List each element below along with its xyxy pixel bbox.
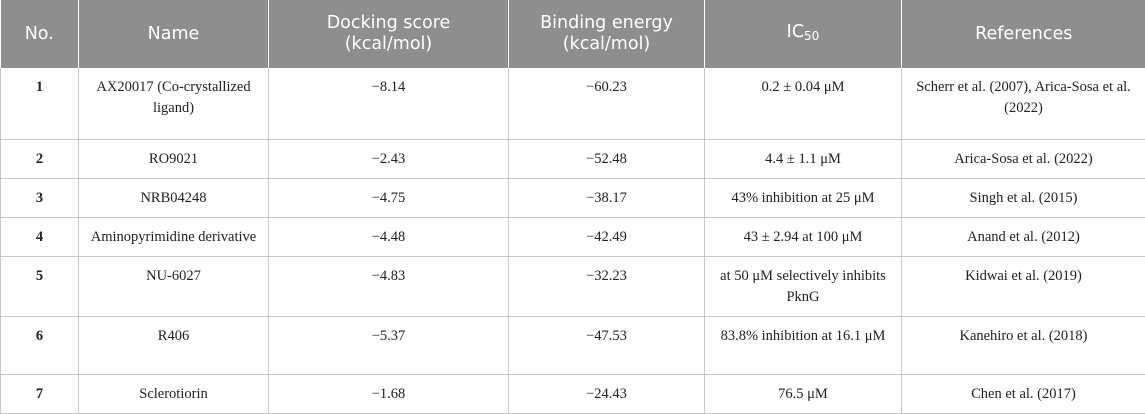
cell-docking-score: −4.83 — [269, 257, 509, 317]
cell-name: AX20017 (Co-crystallized ligand) — [79, 68, 269, 140]
cell-references: Kidwai et al. (2019) — [902, 257, 1145, 317]
cell-name: Sclerotiorin — [79, 375, 269, 414]
cell-name: RO9021 — [79, 140, 269, 179]
cell-docking-score: −5.37 — [269, 317, 509, 375]
cell-no: 1 — [1, 68, 79, 140]
header-name: Name — [79, 0, 269, 68]
cell-docking-score: −8.14 — [269, 68, 509, 140]
cell-docking-score: −2.43 — [269, 140, 509, 179]
cell-name: R406 — [79, 317, 269, 375]
cell-references: Singh et al. (2015) — [902, 179, 1145, 218]
cell-ic50: 43 ± 2.94 at 100 μM — [705, 218, 902, 257]
cell-name: NU-6027 — [79, 257, 269, 317]
table-body: 1 AX20017 (Co-crystallized ligand) −8.14… — [1, 68, 1145, 414]
cell-no: 6 — [1, 317, 79, 375]
table-header: No. Name Docking score(kcal/mol) Binding… — [1, 0, 1145, 68]
cell-docking-score: −4.48 — [269, 218, 509, 257]
header-binding-energy: Binding energy(kcal/mol) — [509, 0, 705, 68]
cell-binding-energy: −47.53 — [509, 317, 705, 375]
cell-name: NRB04248 — [79, 179, 269, 218]
cell-ic50: 76.5 μM — [705, 375, 902, 414]
cell-ic50: at 50 μM selectively inhibits PknG — [705, 257, 902, 317]
table-row: 2 RO9021 −2.43 −52.48 4.4 ± 1.1 μM Arica… — [1, 140, 1145, 179]
header-references: References — [902, 0, 1145, 68]
cell-references: Anand et al. (2012) — [902, 218, 1145, 257]
header-docking-score: Docking score(kcal/mol) — [269, 0, 509, 68]
cell-no: 3 — [1, 179, 79, 218]
cell-references: Chen et al. (2017) — [902, 375, 1145, 414]
cell-name: Aminopyrimidine derivative — [79, 218, 269, 257]
table-row: 4 Aminopyrimidine derivative −4.48 −42.4… — [1, 218, 1145, 257]
cell-binding-energy: −32.23 — [509, 257, 705, 317]
cell-docking-score: −4.75 — [269, 179, 509, 218]
cell-binding-energy: −60.23 — [509, 68, 705, 140]
cell-no: 7 — [1, 375, 79, 414]
cell-ic50: 4.4 ± 1.1 μM — [705, 140, 902, 179]
header-no: No. — [1, 0, 79, 68]
table-row: 1 AX20017 (Co-crystallized ligand) −8.14… — [1, 68, 1145, 140]
cell-ic50: 83.8% inhibition at 16.1 μM — [705, 317, 902, 375]
cell-references: Kanehiro et al. (2018) — [902, 317, 1145, 375]
cell-references: Scherr et al. (2007), Arica-Sosa et al. … — [902, 68, 1145, 140]
cell-binding-energy: −42.49 — [509, 218, 705, 257]
table-row: 5 NU-6027 −4.83 −32.23 at 50 μM selectiv… — [1, 257, 1145, 317]
header-row: No. Name Docking score(kcal/mol) Binding… — [1, 0, 1145, 68]
cell-references: Arica-Sosa et al. (2022) — [902, 140, 1145, 179]
cell-no: 5 — [1, 257, 79, 317]
table-row: 6 R406 −5.37 −47.53 83.8% inhibition at … — [1, 317, 1145, 375]
cell-ic50: 43% inhibition at 25 μM — [705, 179, 902, 218]
cell-binding-energy: −52.48 — [509, 140, 705, 179]
cell-binding-energy: −38.17 — [509, 179, 705, 218]
cell-no: 2 — [1, 140, 79, 179]
cell-ic50: 0.2 ± 0.04 μM — [705, 68, 902, 140]
table-row: 3 NRB04248 −4.75 −38.17 43% inhibition a… — [1, 179, 1145, 218]
table-row: 7 Sclerotiorin −1.68 −24.43 76.5 μM Chen… — [1, 375, 1145, 414]
cell-docking-score: −1.68 — [269, 375, 509, 414]
cell-no: 4 — [1, 218, 79, 257]
header-ic50: IC50 — [705, 0, 902, 68]
cell-binding-energy: −24.43 — [509, 375, 705, 414]
